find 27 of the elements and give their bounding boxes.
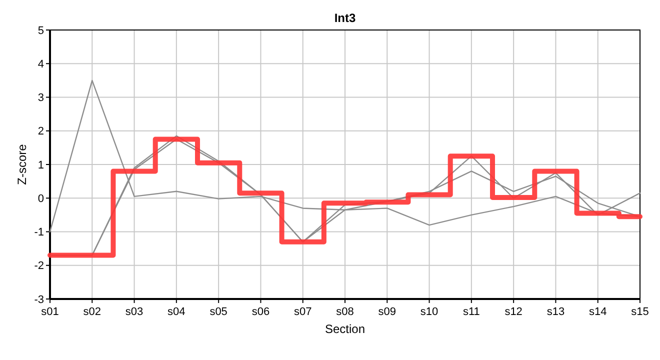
x-tick-label: s08 xyxy=(336,306,354,318)
y-tick-label: 4 xyxy=(38,58,44,70)
y-tick-label: -1 xyxy=(34,226,44,239)
x-tick-label: s07 xyxy=(294,306,312,318)
chart-title: Int3 xyxy=(334,11,356,25)
y-tick-label: 0 xyxy=(38,192,44,205)
y-tick-label: -2 xyxy=(34,260,44,272)
y-tick-label: 3 xyxy=(38,92,44,104)
x-tick-label: s01 xyxy=(41,306,59,318)
y-tick-label: 2 xyxy=(38,126,44,138)
x-tick-label: s05 xyxy=(210,306,228,318)
y-tick-label: 5 xyxy=(38,24,44,37)
x-tick-label: s03 xyxy=(125,306,144,318)
x-axis-title: Section xyxy=(324,322,366,336)
x-tick-label: s15 xyxy=(631,306,649,318)
x-tick-label: s10 xyxy=(420,306,438,318)
x-tick-label: s09 xyxy=(378,306,396,318)
y-axis-title: Z-score xyxy=(15,144,29,185)
x-tick-label: s02 xyxy=(83,306,102,318)
x-tick-label: s11 xyxy=(462,306,480,318)
x-tick-label: s06 xyxy=(252,306,270,318)
x-tick-label: s04 xyxy=(168,306,186,318)
x-tick-label: s12 xyxy=(504,306,522,318)
y-tick-label: -3 xyxy=(34,294,44,306)
x-tick-label: s14 xyxy=(588,306,607,318)
x-tick-label: s13 xyxy=(546,306,565,318)
y-tick-label: 1 xyxy=(38,159,44,172)
